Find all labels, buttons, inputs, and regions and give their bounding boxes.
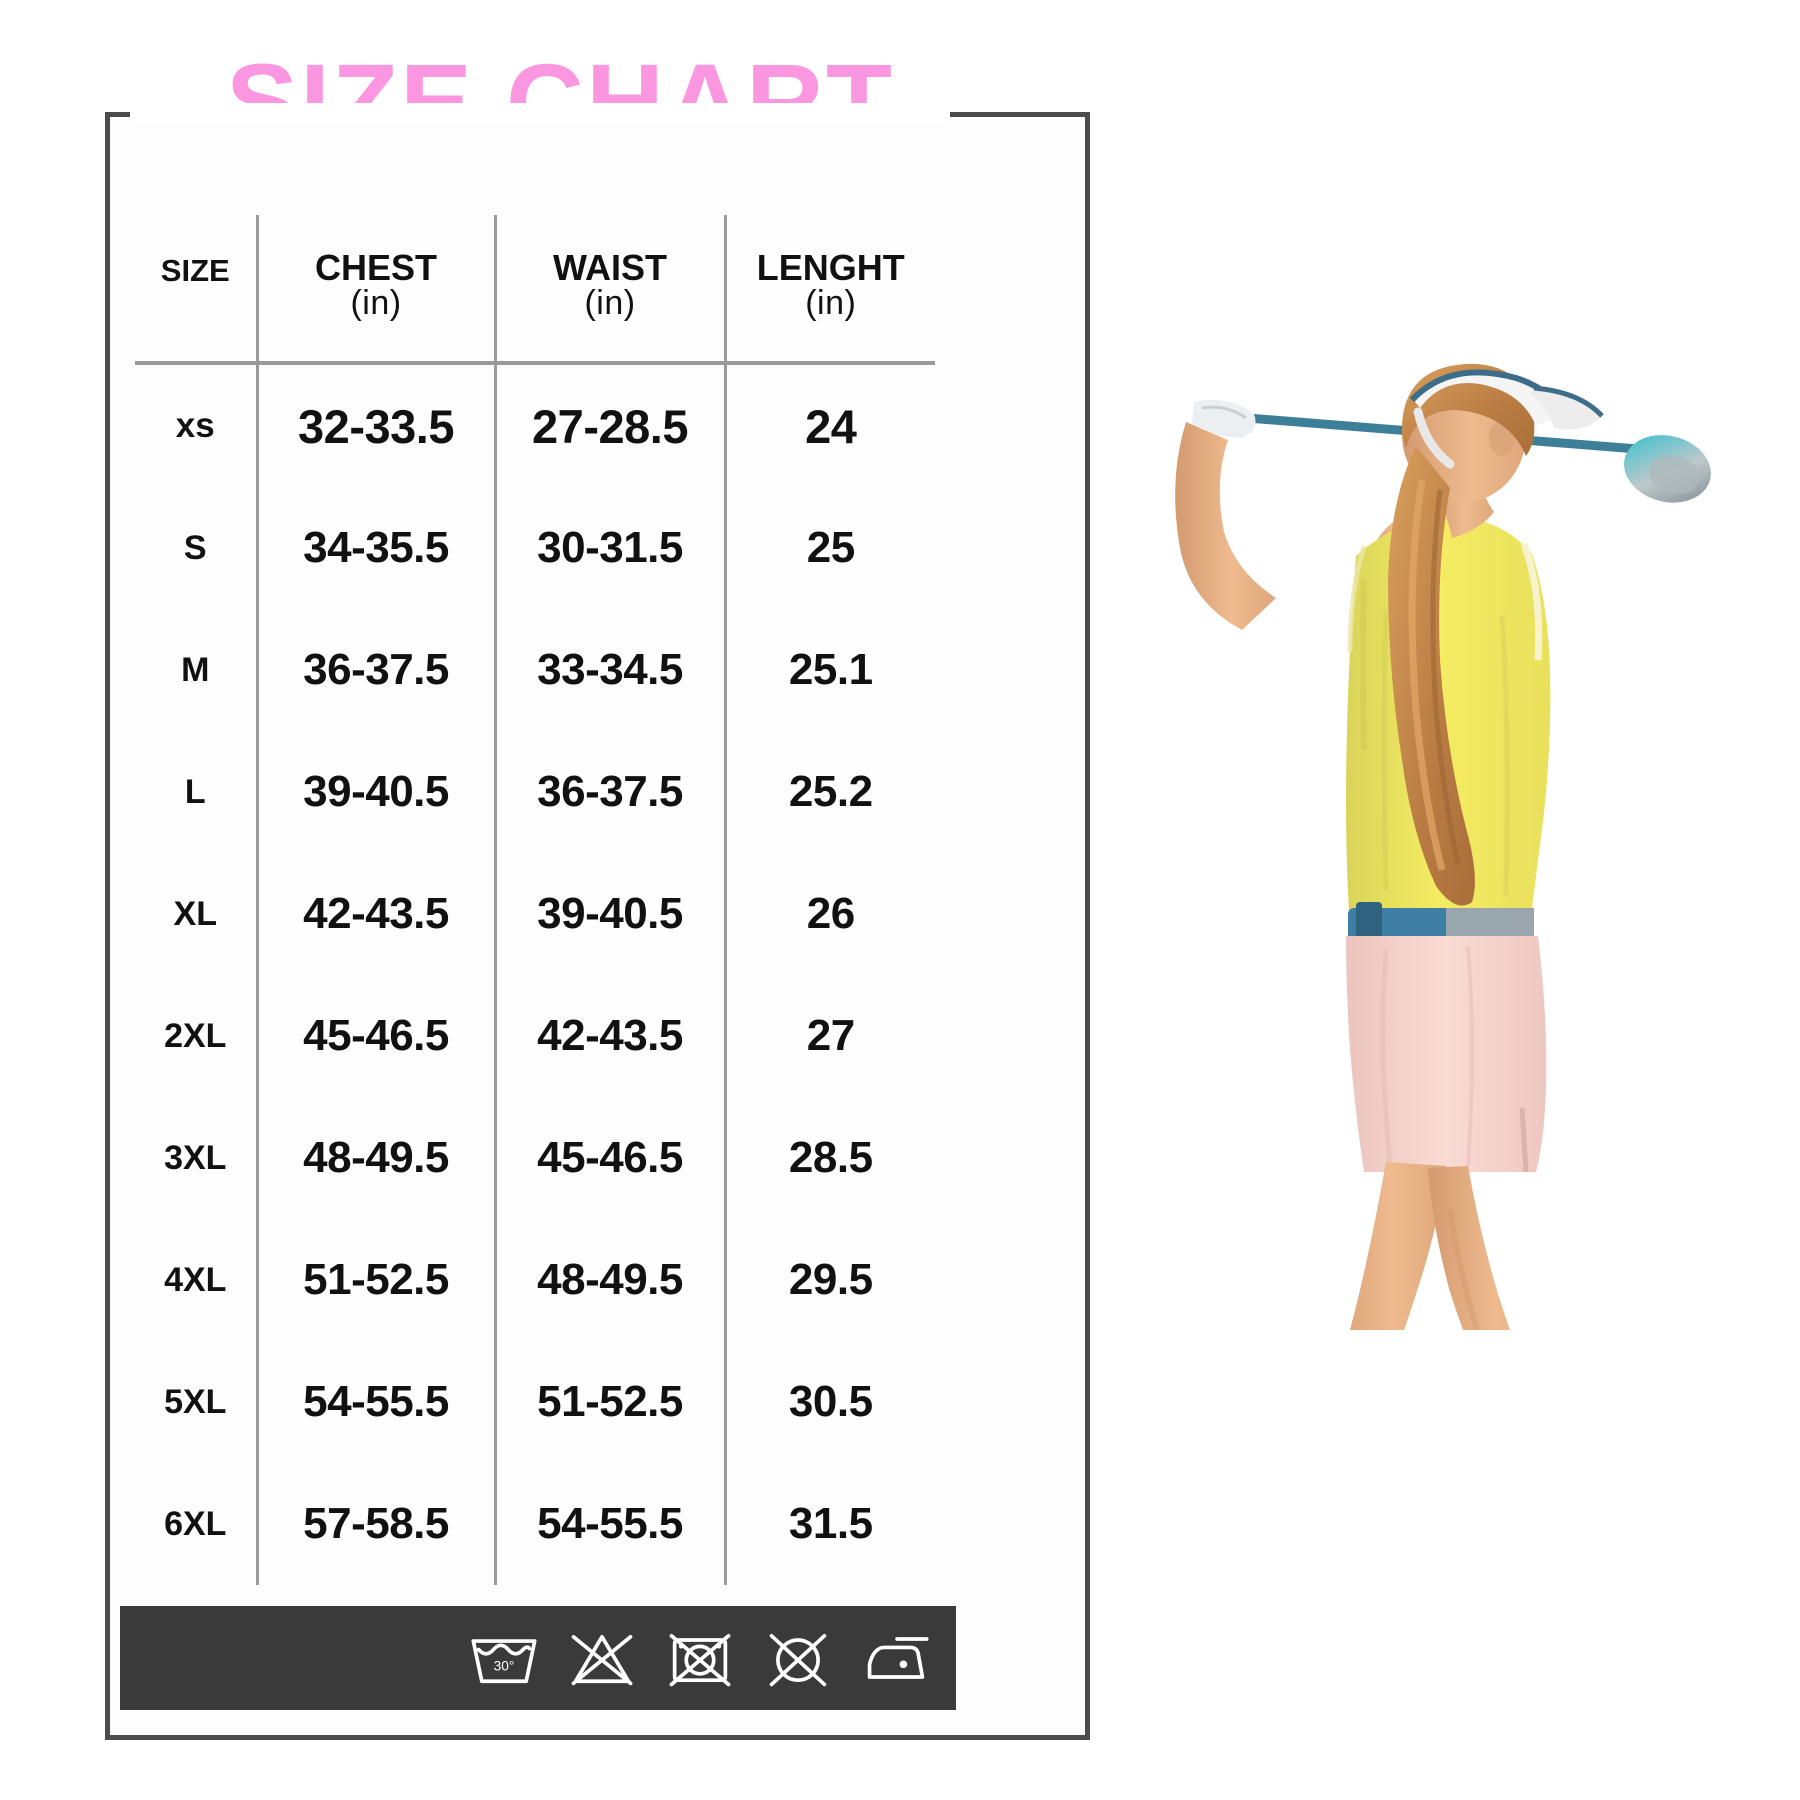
table-body: xs 32-33.5 27-28.5 24 S 34-35.5 30-31.5 …	[135, 363, 935, 1585]
cell-length: 27	[723, 975, 935, 1097]
table-row: S 34-35.5 30-31.5 25	[135, 487, 935, 609]
cell-size: 4XL	[164, 1260, 227, 1299]
cell-waist: 33-34.5	[493, 609, 725, 731]
table-row: M 36-37.5 33-34.5 25.1	[135, 609, 935, 731]
cell-length: 29.5	[723, 1219, 935, 1341]
size-chart-table: SIZE CHEST (in) WAIST (in) LENGHT (in) x…	[135, 215, 935, 1585]
cell-length: 24	[723, 363, 935, 487]
cell-chest: 48-49.5	[255, 1097, 495, 1219]
table-row: 3XL 48-49.5 45-46.5 28.5	[135, 1097, 935, 1219]
cell-size: S	[183, 528, 207, 567]
cell-chest: 32-33.5	[255, 363, 495, 487]
do-not-bleach-icon	[556, 1619, 648, 1697]
cell-waist: 51-52.5	[493, 1341, 725, 1463]
cell-size: XL	[173, 894, 217, 933]
cell-waist: 54-55.5	[493, 1463, 725, 1585]
cell-waist: 39-40.5	[493, 853, 725, 975]
table-row: 5XL 54-55.5 51-52.5 30.5	[135, 1341, 935, 1463]
cell-waist: 30-31.5	[493, 487, 725, 609]
table-row: xs 32-33.5 27-28.5 24	[135, 363, 935, 487]
iron-low-heat-icon	[850, 1619, 942, 1697]
cell-length: 25.2	[723, 731, 935, 853]
frame-title-gap	[130, 103, 950, 125]
header-row: SIZE CHEST (in) WAIST (in) LENGHT (in)	[135, 215, 935, 363]
column-header-waist: WAIST (in)	[493, 215, 725, 363]
cell-chest: 51-52.5	[255, 1219, 495, 1341]
cell-size: M	[181, 650, 210, 689]
cell-length: 25.1	[723, 609, 935, 731]
table-row: 6XL 57-58.5 54-55.5 31.5	[135, 1463, 935, 1585]
do-not-dry-clean-icon	[752, 1619, 844, 1697]
cell-waist: 45-46.5	[493, 1097, 725, 1219]
cell-size: L	[184, 772, 206, 811]
cell-length: 31.5	[723, 1463, 935, 1585]
cell-length: 30.5	[723, 1341, 935, 1463]
cell-waist: 36-37.5	[493, 731, 725, 853]
cell-chest: 36-37.5	[255, 609, 495, 731]
cell-chest: 34-35.5	[255, 487, 495, 609]
column-header-chest: CHEST (in)	[255, 215, 495, 363]
cell-length: 26	[723, 853, 935, 975]
golfer-photo	[1150, 330, 1750, 1330]
table-row: 4XL 51-52.5 48-49.5 29.5	[135, 1219, 935, 1341]
table-row: 2XL 45-46.5 42-43.5 27	[135, 975, 935, 1097]
column-header-length: LENGHT (in)	[723, 215, 935, 363]
cell-size: 2XL	[164, 1016, 227, 1055]
cell-size: 5XL	[164, 1382, 227, 1421]
cell-length: 25	[723, 487, 935, 609]
column-header-size: SIZE	[160, 252, 230, 288]
care-instructions-bar: 30°	[120, 1606, 956, 1710]
cell-chest: 54-55.5	[255, 1341, 495, 1463]
table-row: L 39-40.5 36-37.5 25.2	[135, 731, 935, 853]
table-header: SIZE CHEST (in) WAIST (in) LENGHT (in)	[135, 215, 935, 363]
cell-size: 6XL	[164, 1504, 227, 1543]
table-row: XL 42-43.5 39-40.5 26	[135, 853, 935, 975]
do-not-tumble-dry-icon	[654, 1619, 746, 1697]
cell-size: 3XL	[164, 1138, 227, 1177]
cell-chest: 42-43.5	[255, 853, 495, 975]
cell-chest: 39-40.5	[255, 731, 495, 853]
cell-waist: 27-28.5	[493, 363, 725, 487]
cell-length: 28.5	[723, 1097, 935, 1219]
svg-text:30°: 30°	[494, 1659, 515, 1674]
cell-chest: 57-58.5	[255, 1463, 495, 1585]
cell-waist: 42-43.5	[493, 975, 725, 1097]
cell-size: xs	[175, 406, 215, 445]
cell-waist: 48-49.5	[493, 1219, 725, 1341]
machine-wash-30-icon: 30°	[458, 1619, 550, 1697]
cell-chest: 45-46.5	[255, 975, 495, 1097]
